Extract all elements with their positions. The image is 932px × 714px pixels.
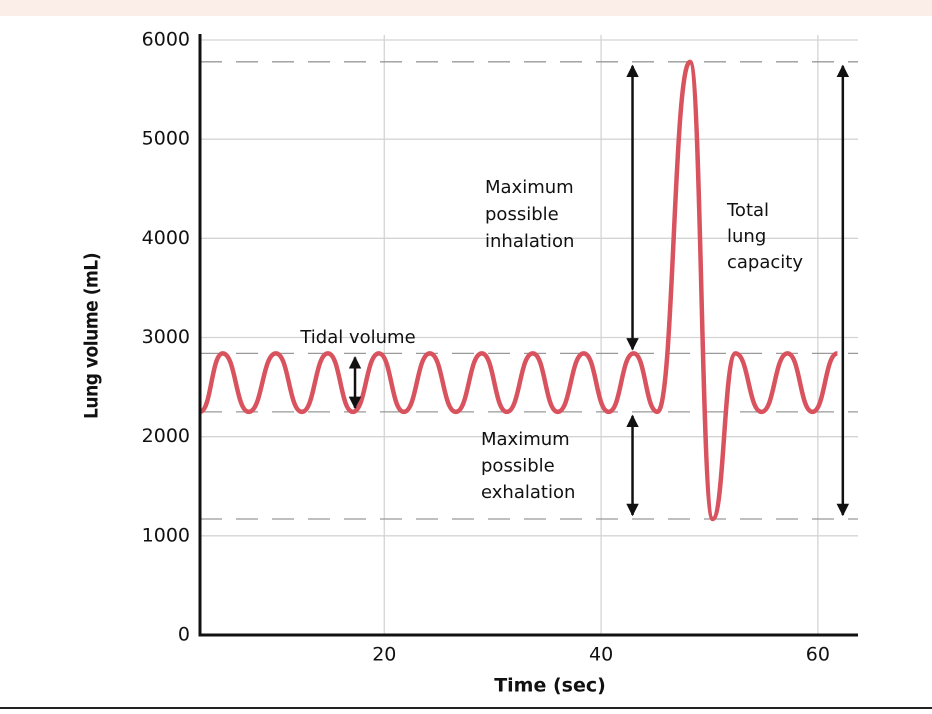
top-band [0,0,932,16]
annotation-label: lung [727,226,766,247]
annotation-label: exhalation [481,482,575,503]
x-tick-label: 60 [806,644,830,666]
annotation-label: possible [485,204,559,225]
y-tick-label: 4000 [142,227,190,249]
y-tick-label: 5000 [142,128,190,150]
y-tick-label: 2000 [142,425,190,447]
x-tick-label: 20 [372,644,396,666]
grid [200,35,858,636]
x-tick-label: 40 [589,644,613,666]
y-tick-label: 1000 [142,524,190,546]
annotation-label: possible [481,456,555,477]
annotation-label: capacity [727,252,803,273]
x-axis-label: Time (sec) [494,675,606,697]
plot [198,59,839,522]
y-tick-label: 0 [178,624,190,646]
y-tick-label: 6000 [142,29,190,51]
annotation-label: Maximum [485,177,574,198]
annotation-label: Maximum [481,429,570,450]
y-tick-label: 3000 [142,326,190,348]
annotation-label: Tidal volume [299,327,415,348]
annotation-label: Total [726,200,769,221]
volume-line [198,59,839,522]
annotation-label: inhalation [485,231,574,252]
y-axis-label: Lung volume (mL) [81,253,103,419]
